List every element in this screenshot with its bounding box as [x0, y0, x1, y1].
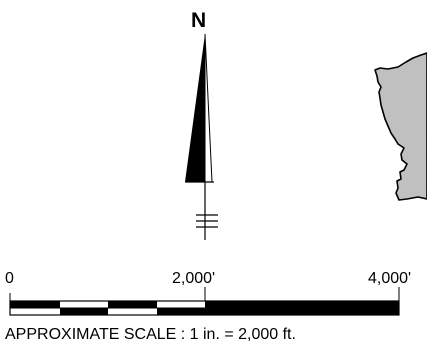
scale-segment-5-full — [205, 301, 399, 315]
scale-segment-2-lower — [60, 308, 108, 315]
scale-tick-label-2000: 2,000' — [172, 270, 216, 287]
scale-segment-1-upper — [10, 301, 60, 308]
scale-segment-4-lower — [157, 308, 205, 315]
north-arrow-light-half — [204, 33, 213, 183]
north-label: N — [191, 9, 207, 32]
north-arrow-icon — [185, 33, 218, 240]
scale-tick-label-0: 0 — [5, 270, 14, 287]
north-arrow-dark-half — [185, 34, 205, 182]
scale-tick-label-4000: 4,000' — [368, 270, 412, 287]
land-mass-icon — [374, 52, 427, 201]
scale-segment-3-upper — [108, 301, 157, 308]
scale-caption: APPROXIMATE SCALE : 1 in. = 2,000 ft. — [5, 326, 296, 343]
scale-bar — [9, 287, 400, 316]
